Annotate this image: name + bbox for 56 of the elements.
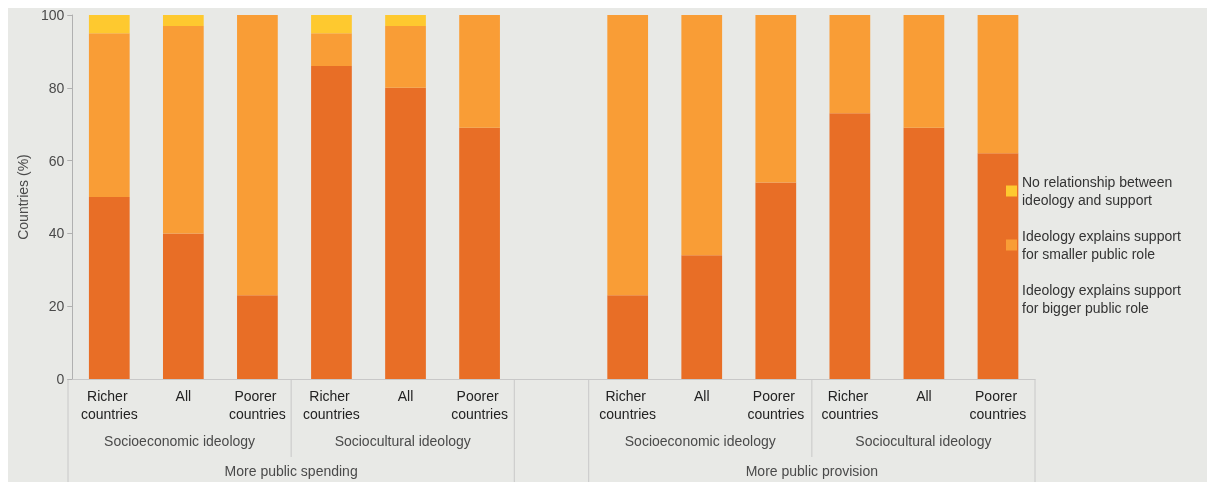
text: Sociocultural ideology [855,433,992,449]
y-tick-label: 80 [48,79,65,96]
bar [385,87,426,379]
y-tick-label: 0 [56,371,65,387]
bar [903,127,945,379]
bar [88,15,130,34]
text: More public provision [745,463,878,479]
bar [162,25,204,234]
bar [385,25,426,88]
x-tick-label: All [397,388,414,404]
y-tick-label: 20 [48,298,65,315]
x-tick-label: All [175,388,192,404]
bar [607,15,649,296]
x-tick-label: Poorer countries [969,388,1027,422]
bar [681,255,723,379]
text: Socioeconomic ideology [104,433,256,449]
bar [162,15,204,26]
bar [977,153,1019,379]
bar [829,15,871,114]
text: Sociocultural ideology [334,433,471,449]
y-axis-title: Countries (%) [15,154,31,240]
x-tick-label: Poorer countries [747,388,805,422]
bar [311,15,352,34]
bar [755,182,797,379]
bar [385,15,426,26]
x-tick-label: Richer countries [599,388,657,422]
bar [88,197,130,379]
bar [459,127,500,379]
y-tick-label: 40 [48,225,65,242]
x-tick-label: Richer countries [821,388,879,422]
series-label: Ideology explains support for bigger public role [1022,282,1185,316]
bar [607,295,649,379]
legend-label: Ideology explains support for smaller public role [1022,228,1185,262]
bar [977,15,1019,154]
bar [681,15,723,256]
bar [311,33,352,66]
x-tick-label: All [693,388,710,404]
bar [162,233,204,379]
x-tick-label: Richer countries [303,388,360,422]
bar [755,15,797,183]
bar [237,295,278,379]
bar [903,15,945,128]
x-tick-label: All [916,388,932,404]
bar [237,15,278,296]
x-tick-label: Richer countries [80,388,138,422]
text: Socioeconomic ideology [624,433,776,449]
bar [311,65,352,379]
y-tick-label: 100 [40,7,65,23]
legend-label: No relationship between ideology and support [1022,174,1177,208]
text: More public spending [224,463,358,479]
bar [459,15,500,128]
x-tick-label: Poorer countries [228,388,286,422]
bar [88,33,130,197]
y-tick-label: 60 [48,152,65,169]
x-tick-label: Poorer countries [451,388,508,422]
bar [829,113,871,379]
